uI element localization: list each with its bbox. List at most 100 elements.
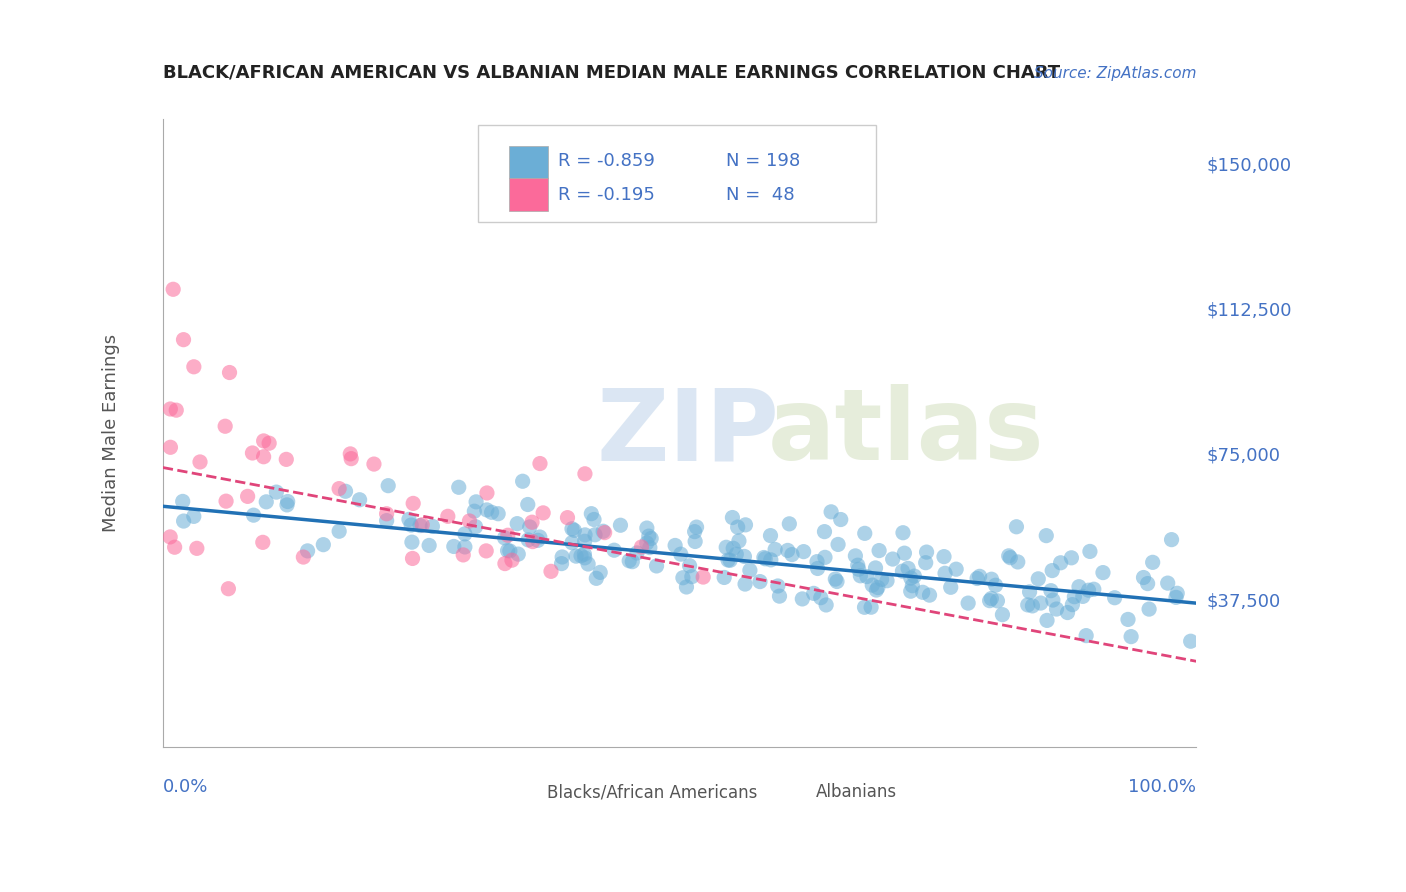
- Point: [637, 529, 659, 543]
- Point: [718, 553, 741, 567]
- Point: [496, 543, 519, 558]
- Point: [236, 489, 259, 503]
- Point: [328, 524, 350, 539]
- Point: [188, 455, 211, 469]
- Point: [619, 554, 641, 568]
- Point: [1005, 520, 1028, 534]
- Point: [527, 533, 550, 548]
- Point: [692, 570, 714, 584]
- Point: [454, 527, 477, 541]
- Point: [183, 509, 205, 524]
- Point: [683, 524, 706, 539]
- Point: [163, 540, 186, 554]
- Point: [499, 544, 522, 558]
- Point: [780, 548, 803, 562]
- Point: [678, 558, 700, 573]
- Point: [1007, 555, 1029, 569]
- Point: [447, 480, 470, 494]
- Point: [252, 450, 274, 464]
- Point: [1039, 583, 1062, 598]
- Point: [464, 519, 486, 533]
- Point: [550, 557, 572, 571]
- Point: [636, 536, 658, 550]
- Point: [866, 581, 889, 595]
- Point: [276, 498, 298, 512]
- FancyBboxPatch shape: [478, 125, 876, 222]
- Point: [725, 547, 748, 561]
- Point: [806, 555, 828, 569]
- Text: R = -0.195: R = -0.195: [558, 186, 654, 204]
- Point: [401, 535, 423, 549]
- Point: [813, 524, 835, 539]
- Point: [721, 510, 744, 524]
- Point: [496, 528, 519, 542]
- Point: [1137, 602, 1160, 616]
- Point: [727, 520, 749, 534]
- Point: [475, 544, 498, 558]
- Point: [583, 527, 606, 541]
- Point: [778, 516, 800, 531]
- Point: [846, 558, 869, 573]
- Point: [669, 547, 692, 561]
- Point: [186, 541, 208, 556]
- Point: [173, 514, 195, 528]
- Point: [997, 549, 1019, 563]
- Point: [159, 440, 181, 454]
- Point: [409, 518, 432, 533]
- Point: [754, 551, 776, 566]
- Point: [574, 547, 596, 561]
- Point: [253, 434, 276, 448]
- Point: [915, 545, 938, 559]
- Point: [494, 531, 516, 545]
- Point: [531, 506, 554, 520]
- Point: [844, 549, 866, 563]
- Text: R = -0.859: R = -0.859: [558, 153, 654, 170]
- Text: ZIP: ZIP: [596, 384, 780, 481]
- Point: [1180, 634, 1202, 648]
- Point: [903, 569, 925, 583]
- Point: [173, 333, 195, 347]
- Point: [638, 541, 661, 555]
- FancyBboxPatch shape: [509, 783, 538, 802]
- Point: [517, 533, 540, 547]
- Point: [763, 542, 786, 557]
- Point: [792, 591, 814, 606]
- Point: [312, 538, 335, 552]
- Point: [932, 549, 955, 564]
- Point: [1077, 583, 1099, 598]
- Text: 0.0%: 0.0%: [163, 778, 208, 796]
- Point: [401, 551, 423, 566]
- Point: [681, 569, 703, 583]
- Point: [165, 403, 187, 417]
- Point: [574, 534, 596, 549]
- Point: [1104, 591, 1126, 605]
- Point: [292, 549, 315, 564]
- Point: [603, 543, 626, 558]
- Point: [807, 561, 830, 575]
- Point: [969, 569, 991, 583]
- Point: [519, 520, 541, 534]
- Point: [728, 533, 751, 548]
- Point: [810, 591, 832, 605]
- Point: [815, 598, 838, 612]
- Point: [986, 594, 1008, 608]
- Point: [475, 486, 498, 500]
- Point: [891, 564, 914, 578]
- Point: [1157, 576, 1180, 591]
- Point: [297, 544, 319, 558]
- Point: [561, 522, 583, 536]
- Text: $112,500: $112,500: [1206, 301, 1292, 319]
- Point: [1018, 585, 1040, 599]
- Point: [621, 555, 644, 569]
- Text: $150,000: $150,000: [1206, 156, 1292, 174]
- Point: [1160, 533, 1182, 547]
- Point: [581, 507, 603, 521]
- Point: [481, 505, 503, 519]
- Point: [827, 537, 849, 551]
- Point: [277, 494, 299, 508]
- Point: [868, 543, 890, 558]
- Point: [574, 467, 596, 481]
- Point: [626, 546, 648, 560]
- Point: [860, 600, 883, 615]
- Point: [768, 589, 790, 603]
